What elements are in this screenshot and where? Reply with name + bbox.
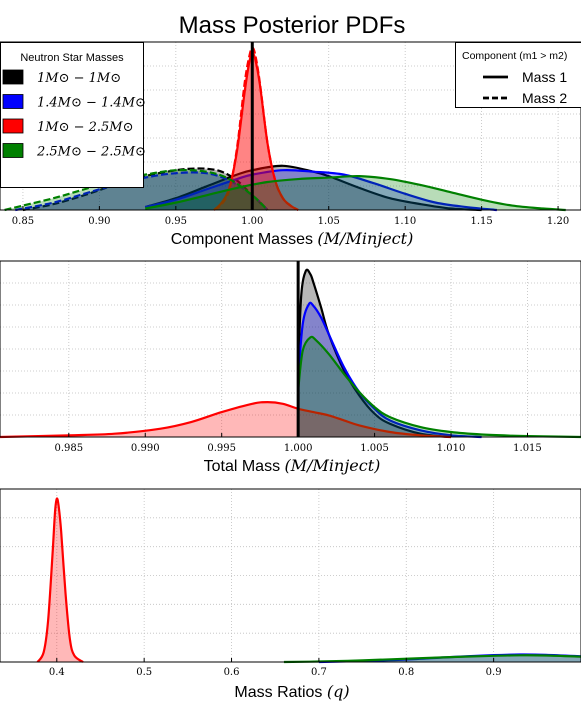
series-008000-mass-1-fill [145,176,566,210]
x-tick-label: 0.8 [398,667,414,678]
legend-title: Neutron Star Masses [20,52,124,64]
x-tick-label: 1.10 [394,216,416,227]
x-tick-label: 0.95 [165,216,187,227]
x-tick-label: 1.010 [437,443,466,454]
legend-box [455,42,581,108]
x-tick-label: 1.00 [241,216,263,227]
panel-mass-ratios: 0.4 0.5 0.6 0.7 0.8 0.9 Mass Ratios (q) [0,488,581,701]
panel-total-mass: 0.985 0.990 0.995 1.000 1.005 1.010 1.015 Tota… [0,260,581,475]
series-ff0000-line [36,497,84,663]
x-tick-label: 0.985 [54,443,83,454]
series-008000-line [297,335,581,439]
legend-label: 1M⊙ − 1M⊙ [37,71,121,86]
x-tick-label: 0.6 [224,667,240,678]
x-tick-label: 1.005 [360,443,389,454]
series-008000-mass-2-fill [4,170,268,210]
panel-1-x-ticks: 0.85 0.90 0.95 1.00 1.05 1.10 1.15 1.20 [12,206,569,227]
panel-component-masses: 0.85 0.90 0.95 1.00 1.05 1.10 1.15 1.20 Compone… [0,41,581,248]
panel-1-x-axis-label: Component Masses (M/Minject) [171,229,414,248]
panel-3-frame [0,488,581,663]
x-tick-label: 1.000 [284,443,313,454]
x-tick-label: 1.15 [470,216,492,227]
x-tick-label: 0.9 [486,667,502,678]
x-tick-label: 0.5 [136,667,152,678]
x-tick-label: 0.90 [88,216,110,227]
legend-neutron-star-masses: Neutron Star Masses 1M⊙ − 1M⊙ 1.4M⊙ − 1.4… [0,42,146,188]
x-tick-label: 0.990 [131,443,160,454]
series-008000-mass-2-line [4,168,269,212]
panel-2-x-axis-label: Total Mass (M/Minject) [204,456,381,475]
legend-box [0,42,144,188]
series-ff0000-line [0,401,452,439]
legend-swatch [2,69,24,85]
panel-3-x-ticks: 0.4 0.5 0.6 0.7 0.8 0.9 [49,658,502,678]
panel-1-series [4,46,566,212]
series-0000ff-mass-2-fill [15,172,268,210]
series-0000ff-line [297,301,482,439]
series-000000-mass-2-fill [22,168,268,210]
series-000000-mass-1-fill [145,165,482,210]
panel-2-grid [0,261,581,437]
x-tick-label: 1.015 [513,443,542,454]
legend-swatch [2,118,24,134]
legend-swatch [2,94,24,109]
x-tick-label: 1.05 [318,216,340,227]
series-008000-mass-1-line [145,174,566,212]
x-tick-label: 0.7 [311,667,327,678]
x-tick-label: 1.20 [547,216,569,227]
legend-label: 2.5M⊙ − 2.5M⊙ [36,145,146,160]
panel-3-series [36,497,581,664]
legend-label: 1.4M⊙ − 1.4M⊙ [37,96,146,111]
legend-label: Mass 1 [522,69,567,85]
x-tick-label: 0.85 [12,216,34,227]
series-ff0000-mass-1-fill [214,53,299,211]
panel-1-frame [0,41,581,211]
x-tick-label: 0.4 [49,667,65,678]
legend-label: Mass 2 [522,90,567,106]
series-008000-fill [298,336,581,437]
panel-3-grid [0,489,581,662]
panel-3-x-axis-label: Mass Ratios (q) [234,682,349,701]
panel-2-series [0,268,581,439]
panel-2-frame [0,260,581,438]
series-ff0000-mass-2-fill [214,47,299,211]
legend-component: Component (m1 > m2) Mass 1 Mass 2 [455,42,581,108]
series-0000ff-mass-1-fill [145,170,497,210]
series-0000ff-mass-1-line [144,169,498,212]
series-000000-fill [298,269,452,437]
legend-swatch [2,143,24,158]
legend-label: 1M⊙ − 2.5M⊙ [37,120,134,135]
series-ff0000-fill [0,402,452,437]
chart-title: Mass Posterior PDFs [179,12,406,39]
x-tick-label: 0.995 [207,443,236,454]
legend-title: Component (m1 > m2) [462,50,567,62]
series-0000ff-fill [298,302,482,437]
series-008000-line [283,654,581,664]
panel-2-x-ticks: 0.985 0.990 0.995 1.000 1.005 1.010 1.015 [54,433,542,454]
